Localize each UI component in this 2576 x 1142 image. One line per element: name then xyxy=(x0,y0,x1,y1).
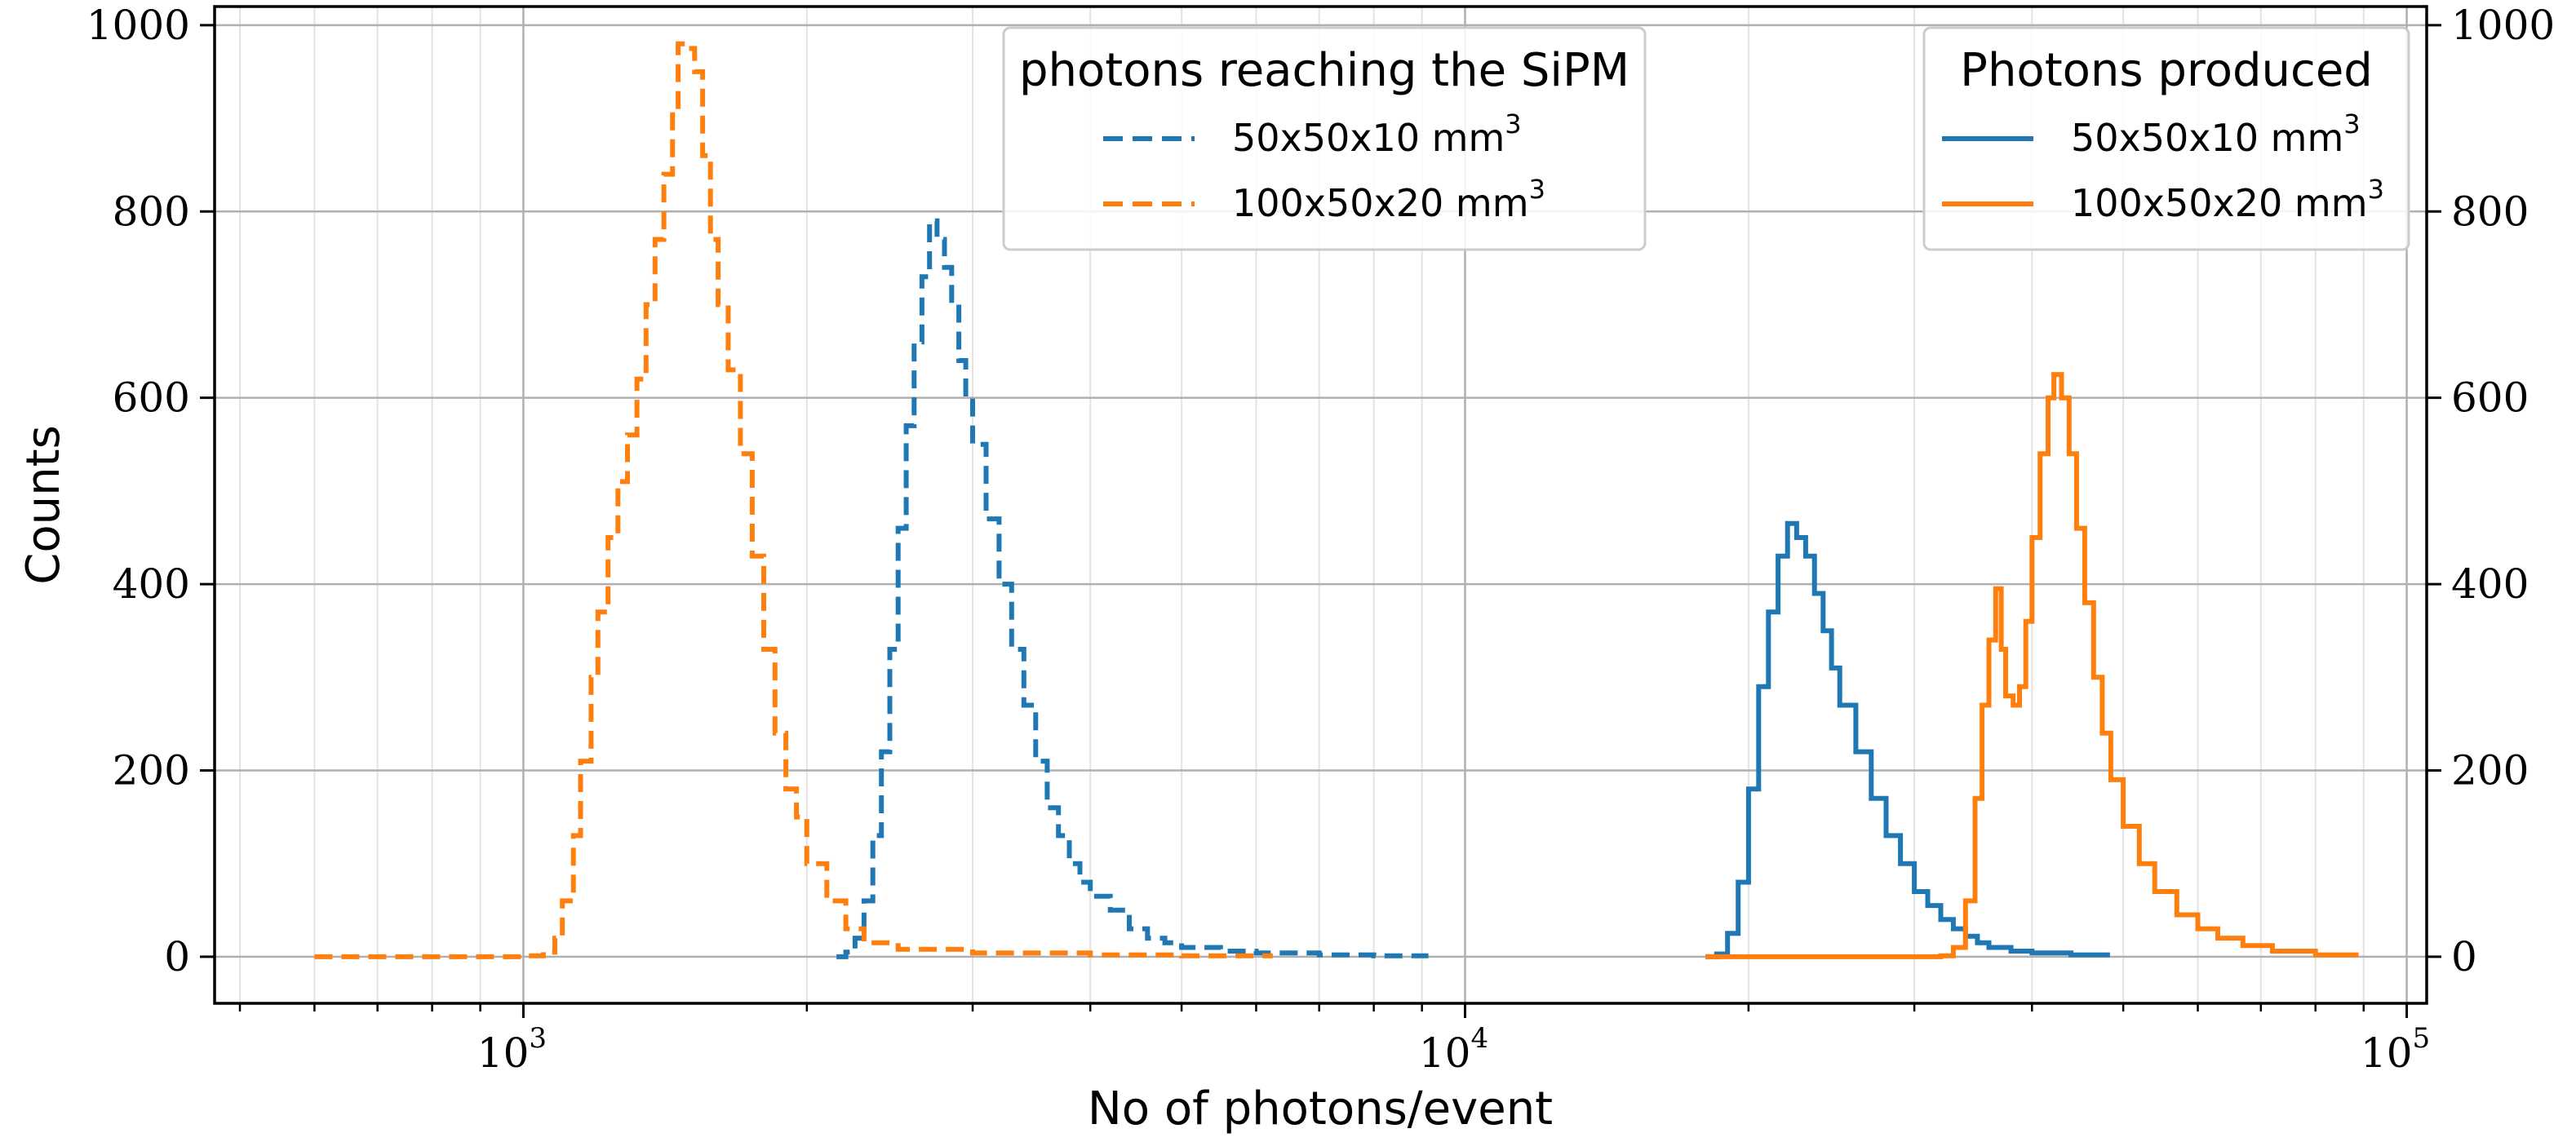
legend-entry-text: 100x50x20 mm xyxy=(1232,181,1529,225)
y-tick-label: 800 xyxy=(113,188,190,235)
x-tick-exponent: 3 xyxy=(529,1022,547,1055)
legend-entry-superscript: 3 xyxy=(2368,174,2384,205)
legend-entry-superscript: 3 xyxy=(1529,174,1545,205)
legend-entry-label: 50x50x10 mm3 xyxy=(1232,108,1522,160)
plot-frame xyxy=(213,5,2428,1005)
legend-entry-label: 100x50x20 mm3 xyxy=(2071,174,2384,225)
series-layer xyxy=(314,41,2359,959)
series-sipm-1 xyxy=(314,41,1273,959)
legend-entry-superscript: 3 xyxy=(1505,108,1521,139)
y-tick-label: 400 xyxy=(113,560,190,608)
x-tick-exponent: 4 xyxy=(1470,1022,1488,1055)
legend-photons-produced: Photons produced 50x50x10 mm3 100x50x20 … xyxy=(1922,26,2410,251)
legend-entry-text: 50x50x10 mm xyxy=(1232,116,1505,160)
y-tick-label-right: 1000 xyxy=(2451,2,2555,49)
legend-title: Photons produced xyxy=(1960,44,2373,97)
y-tick-label: 0 xyxy=(164,933,190,980)
series-produced-3 xyxy=(1705,372,2359,959)
x-axis-title: No of photons/event xyxy=(1088,1082,1553,1135)
x-tick-base: 10 xyxy=(477,1029,530,1077)
y-axis-title: Counts xyxy=(17,425,70,584)
legend-box xyxy=(1002,26,1647,251)
y-tick-label-right: 800 xyxy=(2451,188,2529,235)
y-tick-label-right: 400 xyxy=(2451,560,2529,608)
y-tick-label-right: 0 xyxy=(2451,933,2477,980)
x-tick-base: 10 xyxy=(2361,1029,2413,1077)
y-tick-label: 600 xyxy=(113,374,190,422)
x-tick-label: 105 xyxy=(2361,1022,2430,1077)
x-tick-label: 104 xyxy=(1419,1022,1488,1077)
legend-photons-reaching-sipm: photons reaching the SiPM 50x50x10 mm3 1… xyxy=(1002,26,1647,251)
legend-entry-superscript: 3 xyxy=(2343,108,2360,139)
legend-entry-label: 50x50x10 mm3 xyxy=(2071,108,2361,160)
x-tick-label: 103 xyxy=(477,1022,547,1077)
legend-box xyxy=(1922,26,2410,251)
y-tick-label-right: 200 xyxy=(2451,746,2529,794)
series-produced-2 xyxy=(1705,520,2110,959)
x-tick-base: 10 xyxy=(1419,1029,1471,1077)
legend-title: photons reaching the SiPM xyxy=(1019,44,1629,97)
y-tick-label: 1000 xyxy=(86,2,190,49)
y-tick-label: 200 xyxy=(113,746,190,794)
legend-entry-label: 100x50x20 mm3 xyxy=(1232,174,1545,225)
legend-entry-text: 50x50x10 mm xyxy=(2071,116,2343,160)
series-sipm-0 xyxy=(836,218,1429,959)
x-tick-exponent: 5 xyxy=(2413,1022,2431,1055)
legend-entry-text: 100x50x20 mm xyxy=(2071,181,2368,225)
y-tick-label-right: 600 xyxy=(2451,374,2529,422)
